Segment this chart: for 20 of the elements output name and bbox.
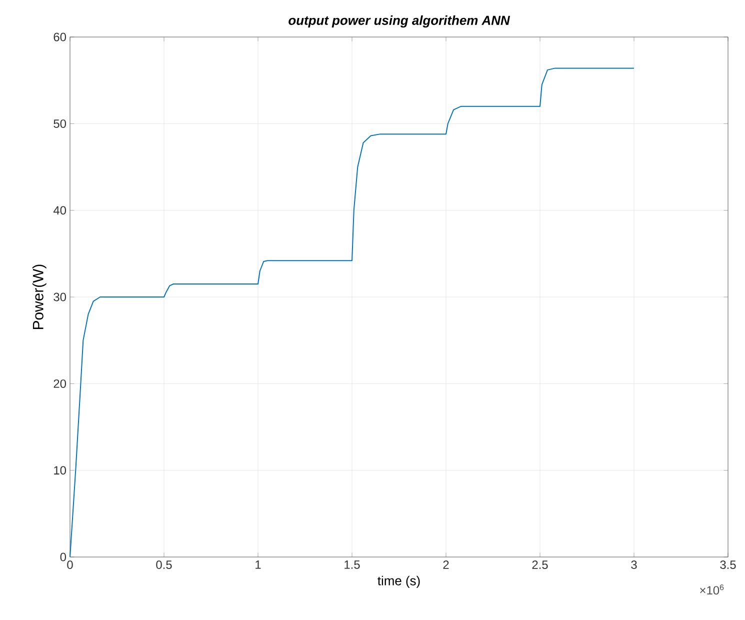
y-tick-label: 60: [54, 32, 66, 42]
text: ×10$^{6}$: [700, 584, 724, 595]
y-tick-label: 0: [60, 552, 66, 562]
x-tick-label: 1.5: [344, 560, 360, 569]
x-tick-label: 0: [67, 560, 73, 569]
x-tick-label: 2: [443, 560, 449, 569]
y-tick-label: 10: [54, 466, 66, 475]
x-tick-label: 1: [256, 560, 261, 569]
y-tick-label: 50: [54, 119, 66, 128]
y-axis-title: Power(W): [32, 264, 46, 329]
y-tick-label: 40: [53, 206, 66, 215]
x-tick-label: 2.5: [532, 560, 548, 569]
line-series: [70, 68, 635, 558]
x-tick-label: 3: [631, 560, 637, 569]
y-tick-label: 20: [54, 379, 66, 388]
x-tick-label: 3.5: [720, 560, 736, 569]
x-axis-title: time (s): [378, 576, 420, 588]
x-tick-label: 0.5: [156, 560, 172, 569]
chart-title: output power using algorithem ANN: [288, 15, 510, 28]
y-tick-label: 30: [54, 292, 66, 302]
